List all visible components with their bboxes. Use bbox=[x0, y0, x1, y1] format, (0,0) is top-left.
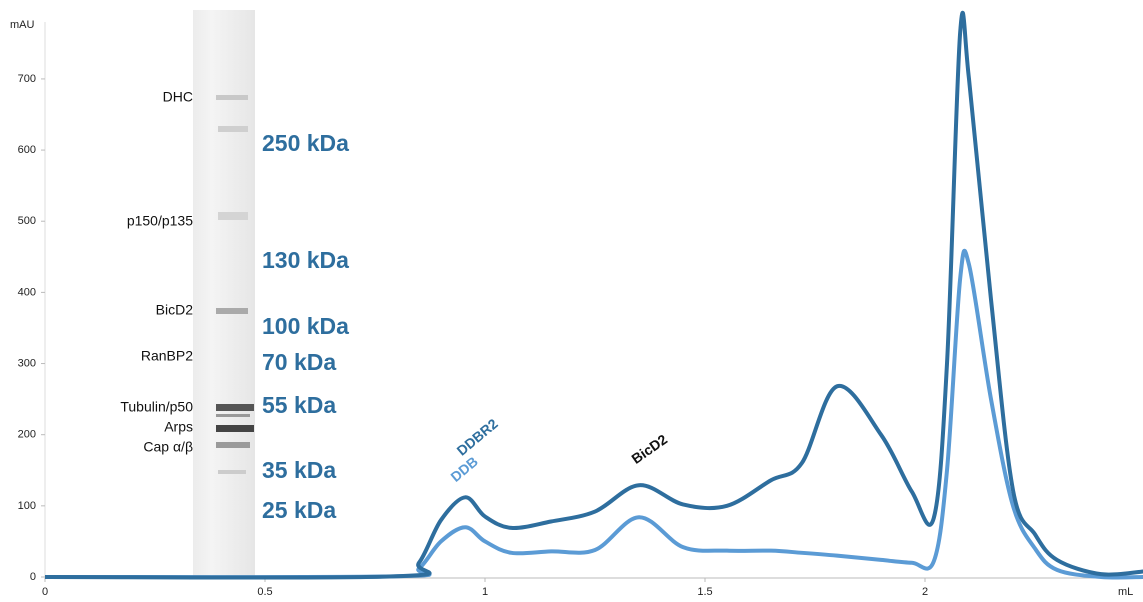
x-axis-label: mL bbox=[1118, 586, 1133, 598]
y-axis-label: mAU bbox=[10, 19, 35, 31]
series-line bbox=[44, 11, 1143, 580]
y-tick-label: 100 bbox=[18, 500, 36, 512]
marker-label: 130 kDa bbox=[262, 247, 349, 273]
gel-band-label: Tubulin/p50 bbox=[120, 399, 193, 415]
series-line bbox=[44, 248, 1143, 580]
gel-band-label: BicD2 bbox=[156, 302, 194, 318]
y-tick-label: 700 bbox=[18, 73, 36, 85]
x-tick-label: 0 bbox=[42, 586, 48, 598]
series-label: DDBR2 bbox=[454, 415, 501, 458]
y-tick-label: 600 bbox=[18, 144, 36, 156]
marker-label: 35 kDa bbox=[262, 457, 336, 483]
marker-label: 250 kDa bbox=[262, 130, 349, 156]
gel-band-label: Arps bbox=[164, 419, 193, 435]
marker-label: 100 kDa bbox=[262, 313, 349, 339]
y-tick-label: 200 bbox=[18, 429, 36, 441]
gel-band-label: p150/p135 bbox=[127, 213, 193, 229]
marker-label: 55 kDa bbox=[262, 392, 336, 418]
x-tick-label: 0.5 bbox=[257, 586, 272, 598]
x-tick-label: 1 bbox=[482, 586, 488, 598]
x-tick-label: 1.5 bbox=[697, 586, 712, 598]
gel-band-label: Cap α/β bbox=[143, 439, 193, 455]
y-tick-label: 400 bbox=[18, 286, 36, 298]
gel-image bbox=[193, 10, 255, 578]
gel-band-label: RanBP2 bbox=[141, 348, 193, 364]
series-label: DDB bbox=[447, 453, 481, 485]
marker-label: 25 kDa bbox=[262, 497, 336, 523]
x-tick-label: 2 bbox=[922, 586, 928, 598]
marker-label: 70 kDa bbox=[262, 349, 336, 375]
peak-annotation: BicD2 bbox=[628, 431, 670, 467]
y-tick-label: 0 bbox=[30, 571, 36, 583]
gel-band-label: DHC bbox=[163, 89, 193, 105]
y-tick-label: 500 bbox=[18, 215, 36, 227]
y-tick-label: 300 bbox=[18, 357, 36, 369]
